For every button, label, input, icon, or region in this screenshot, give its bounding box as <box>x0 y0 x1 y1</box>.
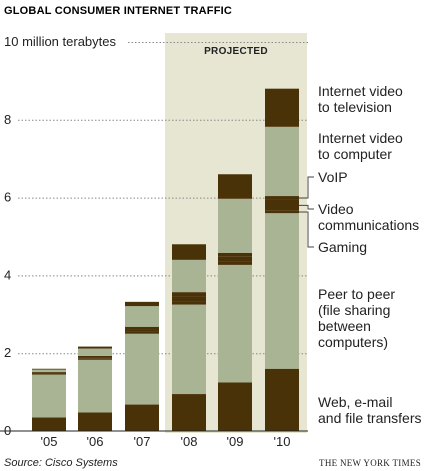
bar-segment <box>125 326 159 330</box>
bar-segment <box>78 357 112 359</box>
bar-segment <box>32 417 66 431</box>
x-category-label: '08 <box>181 434 198 449</box>
x-category-label: '09 <box>227 434 244 449</box>
bar-segment <box>265 126 299 197</box>
x-category-label: '05 <box>41 434 58 449</box>
y-tick-label: 6 <box>4 190 11 205</box>
x-category-label: '07 <box>134 434 151 449</box>
legend-label: Peer to peer <box>318 286 395 302</box>
legend-connector <box>299 204 314 210</box>
y-tick-label: 10 million terabytes <box>4 34 116 49</box>
bar-segment <box>218 252 252 257</box>
legend-label: (file sharing <box>318 302 390 318</box>
category-labels: '05 '06 '07 '08 '09 '10 <box>41 434 291 449</box>
legend-label: and file transfers <box>318 410 422 426</box>
bar-segment <box>78 358 112 360</box>
bar-segment <box>125 331 159 334</box>
bar-segment <box>125 329 159 332</box>
bar-segment <box>218 261 252 265</box>
bar-segment <box>32 372 66 374</box>
legend-label: between <box>318 318 371 334</box>
bar-segment <box>218 382 252 431</box>
bar-segment <box>78 346 112 349</box>
y-tick-label: 8 <box>4 112 11 127</box>
projected-label: PROJECTED <box>204 46 268 57</box>
bar-segment <box>172 394 206 431</box>
x-category-label: '06 <box>87 434 104 449</box>
y-tick-label: 2 <box>4 345 11 360</box>
bar-segment <box>32 368 66 370</box>
bar-segment <box>172 259 206 293</box>
bar-segment <box>172 292 206 297</box>
bar-segment <box>218 264 252 383</box>
bars-layer <box>32 88 299 431</box>
bar-segment <box>32 371 66 373</box>
bar-segment <box>218 198 252 253</box>
bar-segment <box>78 412 112 431</box>
bar-segment <box>172 296 206 302</box>
bar-segment <box>172 301 206 305</box>
bar-segment <box>32 374 66 418</box>
bar-segment <box>32 373 66 375</box>
bar-segment <box>265 88 299 127</box>
legend-label: Internet video <box>318 83 403 99</box>
legend-label: communications <box>318 217 419 233</box>
chart-title: GLOBAL CONSUMER INTERNET TRAFFIC <box>4 5 232 17</box>
legend-connector <box>299 176 314 199</box>
bar-segment <box>265 199 299 211</box>
bar-segment <box>265 213 299 369</box>
legend-connector <box>299 211 314 248</box>
source-note: Source: Cisco Systems <box>4 457 118 469</box>
bar-segment <box>125 404 159 431</box>
bar-segment <box>218 174 252 199</box>
legend-label: computers) <box>318 334 388 350</box>
bar-segment <box>125 301 159 307</box>
legend-label: to television <box>318 99 392 115</box>
bar-segment <box>172 244 206 260</box>
legend-label: to computer <box>318 146 392 162</box>
bar-segment <box>265 210 299 214</box>
legend-label: Web, e-mail <box>318 394 392 410</box>
legend-label: Internet video <box>318 130 403 146</box>
legend-label: Gaming <box>318 239 367 255</box>
y-tick-label: 4 <box>4 267 11 282</box>
legend-label: VoIP <box>318 169 348 185</box>
bar-segment <box>218 256 252 262</box>
bar-segment <box>78 355 112 358</box>
bar-segment <box>78 348 112 356</box>
bar-segment <box>172 304 206 395</box>
x-category-label: '10 <box>274 434 291 449</box>
bar-segment <box>32 369 66 372</box>
bar-segment <box>265 368 299 431</box>
credit-line: THE NEW YORK TIMES <box>319 458 421 468</box>
legend-label: Video <box>318 201 354 217</box>
bar-segment <box>125 306 159 327</box>
bar-segment <box>265 196 299 200</box>
bar-segment <box>125 333 159 405</box>
bar-segment <box>78 359 112 413</box>
